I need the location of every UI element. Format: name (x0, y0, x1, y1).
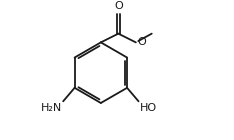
Text: H₂N: H₂N (41, 103, 62, 113)
Text: HO: HO (140, 103, 157, 113)
Text: O: O (114, 1, 123, 11)
Text: O: O (137, 37, 146, 47)
